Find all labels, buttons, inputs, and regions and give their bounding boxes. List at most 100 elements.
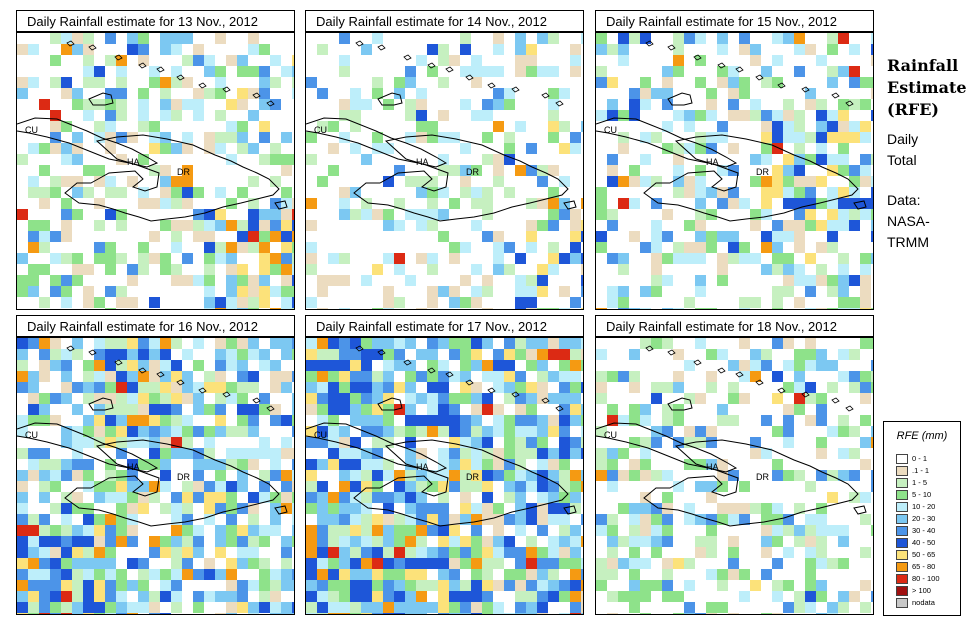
rain-cell <box>215 470 226 481</box>
rain-cell <box>317 371 328 382</box>
rain-cell <box>537 503 548 514</box>
rain-cell <box>794 591 805 602</box>
rain-cell <box>394 253 405 264</box>
rain-cell <box>596 569 607 580</box>
rain-cell <box>504 569 515 580</box>
rain-cell <box>281 242 292 253</box>
rain-cell <box>226 338 237 349</box>
rain-cell <box>596 198 607 209</box>
legend-title: RFE (mm) <box>896 430 948 442</box>
rain-cell <box>438 492 449 503</box>
rain-cell <box>94 338 105 349</box>
rain-cell <box>596 558 607 569</box>
side-title-line: (RFE) <box>887 100 939 119</box>
legend-swatch <box>896 490 908 500</box>
rain-cell <box>596 209 607 220</box>
rain-cell <box>548 503 559 514</box>
rain-cell <box>237 536 248 547</box>
rain-cell <box>772 165 783 176</box>
rain-cell <box>427 404 438 415</box>
rain-cell <box>270 415 281 426</box>
rain-cell <box>383 209 394 220</box>
rain-cell <box>215 220 226 231</box>
rain-cell <box>383 536 394 547</box>
rain-cell <box>339 613 350 614</box>
rain-cell <box>50 536 61 547</box>
rain-cell <box>226 580 237 591</box>
rain-cell <box>772 338 783 349</box>
rain-cell <box>127 459 138 470</box>
rain-cell <box>281 448 292 459</box>
rain-cell <box>182 275 193 286</box>
island-coastline <box>693 54 702 61</box>
rain-cell <box>805 393 816 404</box>
rain-cell <box>695 132 706 143</box>
rain-cell <box>515 253 526 264</box>
rain-cell <box>761 514 772 525</box>
rain-cell <box>596 459 607 470</box>
rain-cell <box>427 481 438 492</box>
rain-cell <box>471 187 482 198</box>
rain-cell <box>339 33 350 44</box>
rain-cell <box>328 459 339 470</box>
rain-cell <box>193 275 204 286</box>
rain-cell <box>728 360 739 371</box>
rain-cell <box>182 371 193 382</box>
rain-cell <box>127 536 138 547</box>
rain-cell <box>259 536 270 547</box>
rain-cell <box>717 198 728 209</box>
rain-cell <box>783 580 794 591</box>
rain-cell <box>306 558 317 569</box>
rain-cell <box>761 187 772 198</box>
rain-cell <box>548 459 559 470</box>
rain-cell <box>248 44 259 55</box>
rain-cell <box>405 459 416 470</box>
rain-cell <box>559 547 570 558</box>
rain-cell <box>427 547 438 558</box>
rain-cell <box>449 426 460 437</box>
rain-cell <box>116 613 127 614</box>
rain-cell <box>292 297 294 308</box>
island-coastline <box>511 391 520 398</box>
rain-cell <box>449 602 460 613</box>
rain-cell <box>816 308 827 309</box>
rain-cell <box>618 308 629 309</box>
rain-cell <box>292 448 294 459</box>
legend-label: > 100 <box>912 586 931 595</box>
rain-cell <box>259 253 270 264</box>
rain-cell <box>728 514 739 525</box>
rain-cell <box>83 514 94 525</box>
rain-cell <box>416 580 427 591</box>
rain-cell <box>127 264 138 275</box>
rain-cell <box>783 275 794 286</box>
island-coastline <box>198 82 207 89</box>
rain-cell <box>548 393 559 404</box>
rain-cell <box>281 132 292 143</box>
rain-cell <box>28 44 39 55</box>
rain-cell <box>193 55 204 66</box>
rain-cell <box>493 349 504 360</box>
rain-cell <box>750 253 761 264</box>
rain-cell <box>460 547 471 558</box>
rain-cell <box>772 558 783 569</box>
rain-cell <box>706 349 717 360</box>
rain-cell <box>493 382 504 393</box>
rain-cell <box>116 437 127 448</box>
rain-cell <box>460 613 471 614</box>
rain-cell <box>559 514 570 525</box>
rain-cell <box>416 613 427 614</box>
rain-cell <box>248 525 259 536</box>
rain-cell <box>237 448 248 459</box>
rain-cell <box>515 448 526 459</box>
rain-cell <box>783 110 794 121</box>
rain-cell <box>607 514 618 525</box>
rain-cell <box>493 242 504 253</box>
rain-cell <box>761 209 772 220</box>
rain-cell <box>237 55 248 66</box>
rain-cell <box>160 470 171 481</box>
rain-cell <box>372 393 383 404</box>
rain-cell <box>50 558 61 569</box>
rain-cell <box>629 382 640 393</box>
rain-cell <box>372 459 383 470</box>
rain-cell <box>416 371 427 382</box>
